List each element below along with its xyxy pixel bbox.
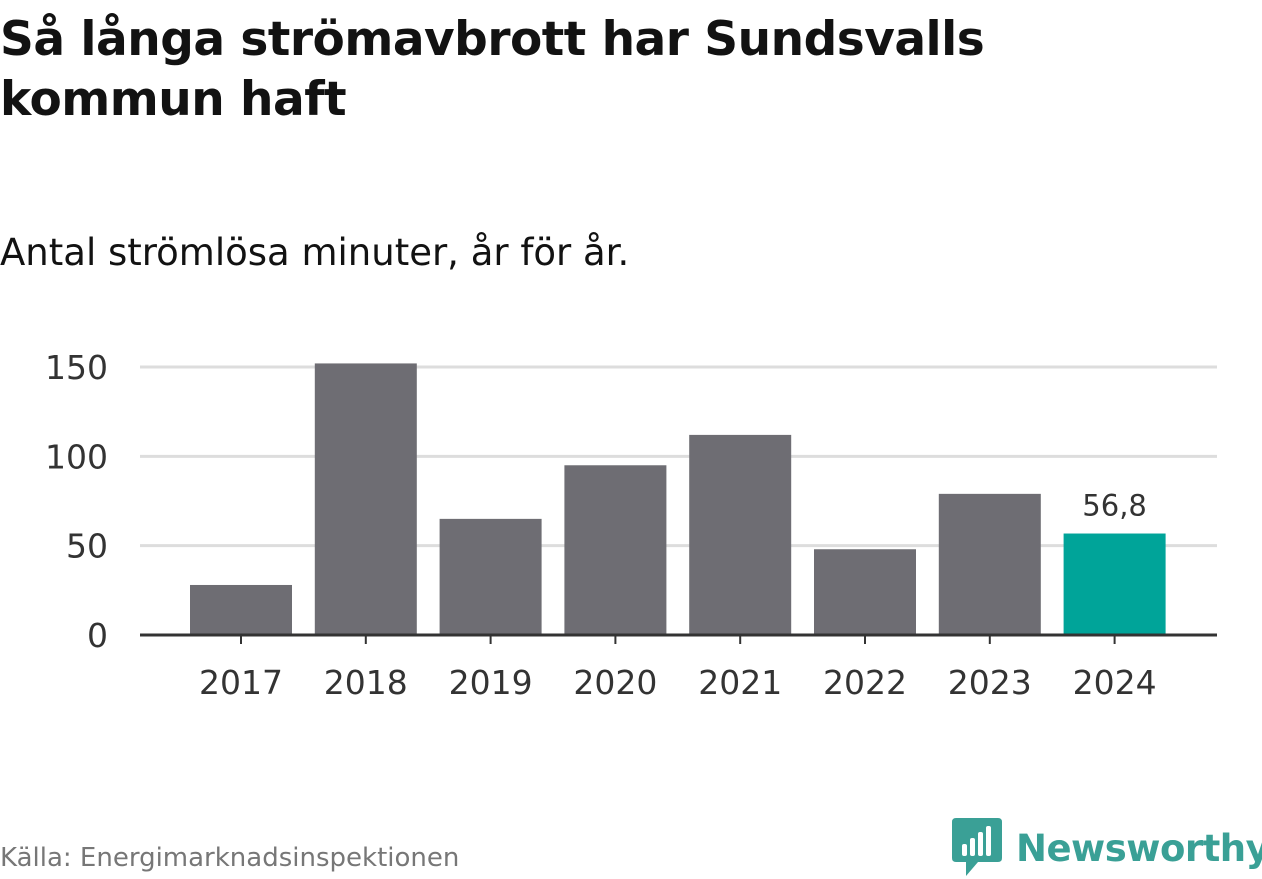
brand-name: Newsworthy bbox=[1016, 826, 1262, 870]
bar-2018 bbox=[314, 363, 417, 635]
bar-2023 bbox=[938, 493, 1041, 635]
x-tick-label: 2019 bbox=[449, 663, 533, 702]
x-axis bbox=[140, 633, 1217, 644]
y-tick-label: 0 bbox=[87, 616, 108, 655]
x-tick-label: 2022 bbox=[823, 663, 907, 702]
gridlines bbox=[140, 365, 1217, 548]
bar-2024 bbox=[1063, 533, 1166, 635]
chart-title: Så långa strömavbrott har Sundsvalls kom… bbox=[0, 12, 985, 127]
data-labels: 56,8 bbox=[1082, 489, 1147, 523]
chart-subtitle: Antal strömlösa minuter, år för år. bbox=[0, 231, 630, 274]
data-label: 56,8 bbox=[1082, 489, 1147, 523]
bar-2020 bbox=[564, 465, 667, 635]
y-tick-label: 150 bbox=[45, 348, 108, 387]
x-axis-ticks: 2017 2018 2019 2020 2021 2022 2023 2024 bbox=[199, 663, 1157, 702]
bar-2022 bbox=[814, 549, 916, 635]
bar-2019 bbox=[439, 518, 542, 635]
brand-logo[interactable]: Newsworthy bbox=[952, 818, 1262, 878]
x-tick-label: 2021 bbox=[698, 663, 782, 702]
x-tick-label: 2020 bbox=[573, 663, 657, 702]
y-tick-label: 100 bbox=[45, 437, 108, 476]
x-tick-label: 2017 bbox=[199, 663, 283, 702]
x-tick-label: 2024 bbox=[1073, 663, 1157, 702]
source-note: Källa: Energimarknadsinspektionen bbox=[0, 843, 460, 873]
x-tick-label: 2023 bbox=[948, 663, 1032, 702]
y-axis-ticks: 0 50 100 150 bbox=[45, 348, 108, 655]
bars bbox=[190, 363, 1166, 635]
bar-2017 bbox=[190, 584, 292, 635]
y-tick-label: 50 bbox=[66, 527, 108, 566]
bar-2021 bbox=[689, 434, 792, 635]
x-tick-label: 2018 bbox=[324, 663, 408, 702]
newsworthy-logo-icon bbox=[952, 818, 1002, 876]
